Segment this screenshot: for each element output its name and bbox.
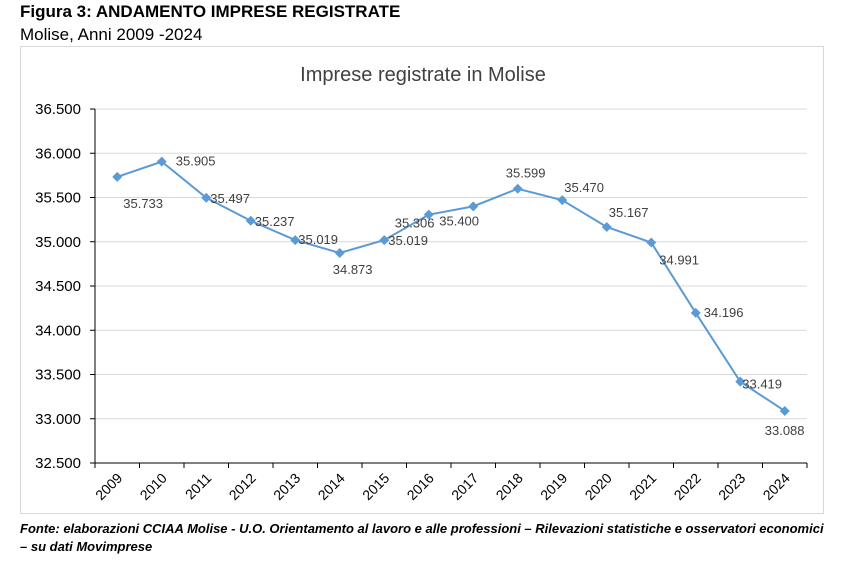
data-label: 35.400 <box>439 213 479 228</box>
x-tick-label: 2023 <box>715 470 748 503</box>
source-note: Fonte: elaborazioni CCIAA Molise - U.O. … <box>20 521 824 554</box>
data-label: 35.167 <box>609 205 649 220</box>
chart-title: Imprese registrate in Molise <box>300 64 546 86</box>
data-point-marker <box>379 235 390 246</box>
data-point-marker <box>512 183 523 194</box>
data-label: 34.873 <box>333 262 373 277</box>
x-tick-label: 2020 <box>582 470 615 503</box>
y-tick-label: 35.500 <box>35 190 81 207</box>
data-point-marker <box>646 237 657 248</box>
gridlines <box>95 108 807 420</box>
x-tick-label: 2022 <box>671 470 704 503</box>
data-label: 35.237 <box>255 214 295 229</box>
data-label: 33.419 <box>742 377 782 392</box>
data-point-marker <box>468 201 479 212</box>
data-label: 35.599 <box>506 166 546 181</box>
data-point-marker <box>112 171 123 182</box>
series-polyline <box>116 160 786 412</box>
x-tick-label: 2021 <box>626 470 659 503</box>
y-tick-label: 32.500 <box>35 455 81 472</box>
data-label: 34.196 <box>704 305 744 320</box>
data-label: 35.497 <box>210 191 250 206</box>
figure-title: Figura 3: ANDAMENTO IMPRESE REGISTRATE <box>20 2 401 21</box>
x-tick-label: 2016 <box>404 470 437 503</box>
y-tick-label: 35.000 <box>35 234 81 251</box>
y-tick-label: 36.000 <box>35 145 81 162</box>
x-tick-label: 2013 <box>270 470 303 503</box>
y-tick-label: 33.000 <box>35 411 81 428</box>
data-point-marker <box>735 376 746 387</box>
data-label: 34.991 <box>659 253 699 268</box>
chart-area: Imprese registrate in Molise 32.500 33.00… <box>20 46 824 514</box>
x-tick-label: 2018 <box>493 470 526 503</box>
x-tick-label: 2015 <box>359 470 392 503</box>
y-axis: 32.500 33.000 33.500 34.000 34.500 35.000 35.5… <box>35 101 96 472</box>
x-tick-label: 2019 <box>537 470 570 503</box>
data-label: 35.019 <box>388 233 428 248</box>
data-point-marker <box>423 209 434 220</box>
data-label: 33.088 <box>765 423 805 438</box>
data-point-marker <box>557 195 568 206</box>
data-label: 35.470 <box>564 180 604 195</box>
data-point-marker <box>156 156 167 167</box>
data-point-marker <box>690 307 701 318</box>
data-label: 35.306 <box>395 216 435 231</box>
figure-subtitle: Molise, Anni 2009 -2024 <box>20 25 203 44</box>
data-label: 35.905 <box>176 154 216 169</box>
x-tick-label: 2011 <box>182 470 215 503</box>
data-label: 35.019 <box>298 232 338 247</box>
data-point-marker <box>201 192 212 203</box>
data-point-marker <box>779 405 790 416</box>
y-tick-label: 36.500 <box>35 101 81 118</box>
x-tick-label: 2010 <box>137 470 170 503</box>
data-labels: 35.73335.90535.49735.23735.01934.87335.0… <box>123 154 804 438</box>
x-tick-label: 2024 <box>760 470 793 503</box>
x-tick-label: 2009 <box>92 470 125 503</box>
line-chart: Imprese registrate in Molise 32.500 33.00… <box>35 64 808 503</box>
x-tick-label: 2012 <box>226 470 259 503</box>
data-point-marker <box>601 221 612 232</box>
data-point-marker <box>290 235 301 246</box>
data-point-marker <box>245 215 256 226</box>
data-point-marker <box>334 247 345 258</box>
x-axis: 2009 2010 2011 2012 2013 2014 2015 2016 2017 2018… <box>92 462 808 503</box>
x-tick-label: 2017 <box>448 470 481 503</box>
data-label: 35.733 <box>123 196 163 211</box>
y-tick-label: 34.500 <box>35 278 81 295</box>
series-line <box>112 156 790 416</box>
y-tick-label: 33.500 <box>35 367 81 384</box>
x-tick-label: 2014 <box>315 470 348 503</box>
y-tick-label: 34.000 <box>35 322 81 339</box>
